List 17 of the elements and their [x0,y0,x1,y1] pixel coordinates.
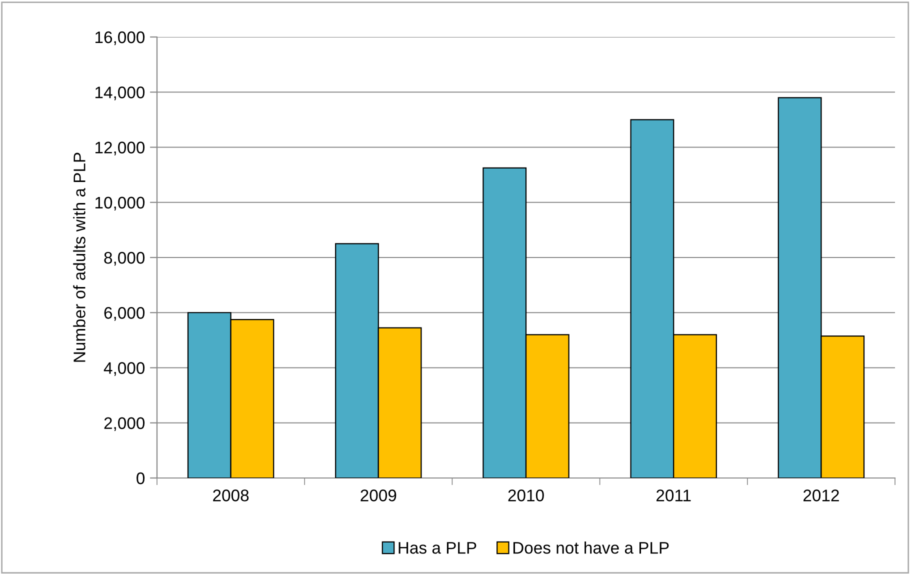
y-tick-label: 2,000 [104,417,145,432]
y-tick-label: 16,000 [95,31,145,46]
legend-label: Has a PLP [398,542,476,554]
y-axis-title: Number of adults with a PLP [73,152,86,362]
x-tick-label: 2008 [213,490,249,502]
legend-label: Does not have a PLP [513,542,669,554]
x-tick-label: 2012 [804,490,839,502]
x-tick-label: 2010 [508,490,544,502]
y-tick-label: 12,000 [95,142,145,156]
y-tick-label: 14,000 [95,86,145,100]
x-tick-label: 2009 [360,490,396,502]
y-tick-label: 4,000 [104,362,145,376]
x-tick-label: 2011 [656,490,691,502]
y-tick-label: 8,000 [104,252,145,266]
y-tick-label: 6,000 [104,307,145,321]
y-tick-label: 0 [136,472,145,484]
y-tick-label: 10,000 [95,196,145,211]
